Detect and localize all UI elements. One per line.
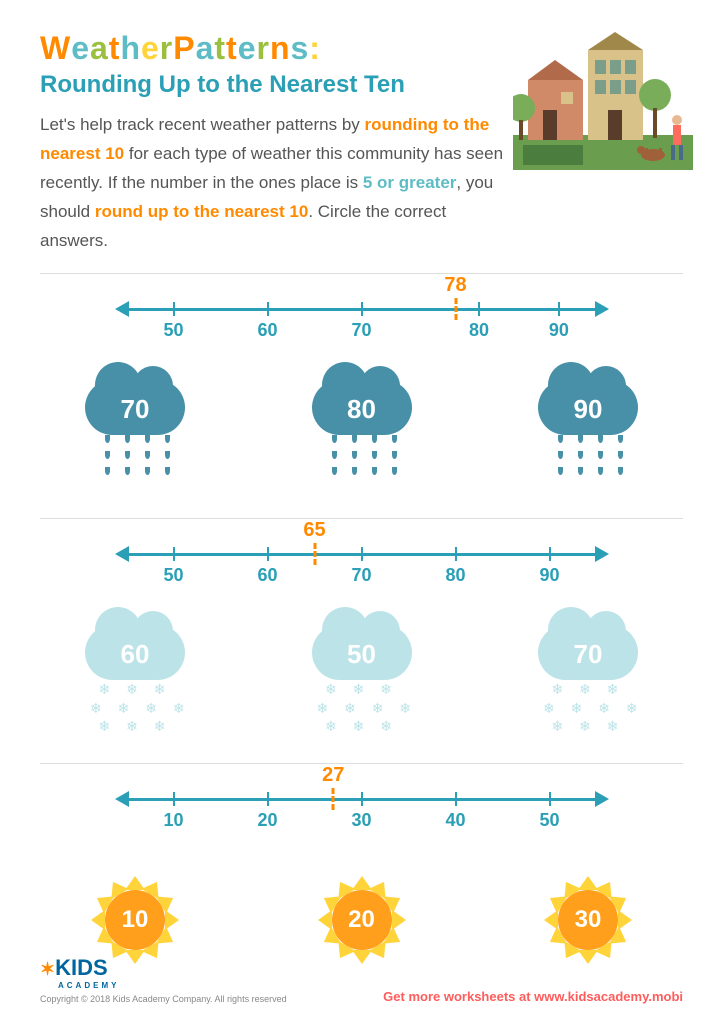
answer-value: 20 bbox=[312, 906, 412, 934]
number-line: 655060708090 bbox=[127, 537, 597, 597]
intro-text: Let's help track recent weather patterns… bbox=[40, 111, 510, 255]
answer-value: 70 bbox=[85, 394, 185, 425]
marker-label: 65 bbox=[303, 519, 325, 542]
problem-section: 65506070809060❄ ❄ ❄ ❄ ❄ ❄ ❄ ❄ ❄ ❄50❄ ❄ ❄… bbox=[40, 537, 683, 745]
tick-label: 50 bbox=[539, 810, 559, 831]
tick-label: 90 bbox=[549, 320, 569, 341]
tick-label: 90 bbox=[539, 565, 559, 586]
copyright-text: Copyright © 2018 Kids Academy Company. A… bbox=[40, 994, 287, 1004]
tick-label: 10 bbox=[163, 810, 183, 831]
marker-label: 78 bbox=[444, 274, 466, 297]
tick-label: 20 bbox=[257, 810, 277, 831]
number-line: 271020304050 bbox=[127, 782, 597, 842]
rain-cloud-icon: 70 bbox=[85, 380, 185, 435]
answer-value: 10 bbox=[85, 906, 185, 934]
answer-option[interactable]: 50❄ ❄ ❄ ❄ ❄ ❄ ❄ ❄ ❄ ❄ bbox=[307, 625, 417, 745]
tick-label: 80 bbox=[445, 565, 465, 586]
tick-label: 70 bbox=[351, 320, 371, 341]
answer-value: 50 bbox=[312, 639, 412, 670]
kids-academy-logo: KIDSACADEMY bbox=[40, 955, 287, 990]
tick-label: 80 bbox=[469, 320, 489, 341]
tick-label: 50 bbox=[163, 320, 183, 341]
tick-label: 60 bbox=[257, 320, 277, 341]
problem-section: 785060708090708090 bbox=[40, 292, 683, 500]
snow-cloud-icon: 50 bbox=[312, 625, 412, 680]
answer-value: 30 bbox=[538, 906, 638, 934]
answer-option[interactable]: 60❄ ❄ ❄ ❄ ❄ ❄ ❄ ❄ ❄ ❄ bbox=[80, 625, 190, 745]
tick-label: 30 bbox=[351, 810, 371, 831]
snow-cloud-icon: 60 bbox=[85, 625, 185, 680]
footer-link: Get more worksheets at www.kidsacademy.m… bbox=[383, 989, 683, 1004]
footer: KIDSACADEMY Copyright © 2018 Kids Academ… bbox=[40, 955, 683, 1004]
answer-value: 80 bbox=[312, 394, 412, 425]
rain-cloud-icon: 90 bbox=[538, 380, 638, 435]
marker-label: 27 bbox=[322, 764, 344, 787]
snow-cloud-icon: 70 bbox=[538, 625, 638, 680]
answer-option[interactable]: 90 bbox=[533, 380, 643, 500]
answer-value: 70 bbox=[538, 639, 638, 670]
answer-value: 90 bbox=[538, 394, 638, 425]
tick-label: 60 bbox=[257, 565, 277, 586]
tick-label: 70 bbox=[351, 565, 371, 586]
answer-option[interactable]: 70 bbox=[80, 380, 190, 500]
tick-label: 50 bbox=[163, 565, 183, 586]
tick-label: 40 bbox=[445, 810, 465, 831]
number-line: 785060708090 bbox=[127, 292, 597, 352]
rain-cloud-icon: 80 bbox=[312, 380, 412, 435]
answer-option[interactable]: 70❄ ❄ ❄ ❄ ❄ ❄ ❄ ❄ ❄ ❄ bbox=[533, 625, 643, 745]
answer-option[interactable]: 80 bbox=[307, 380, 417, 500]
town-illustration bbox=[513, 20, 693, 170]
answer-value: 60 bbox=[85, 639, 185, 670]
